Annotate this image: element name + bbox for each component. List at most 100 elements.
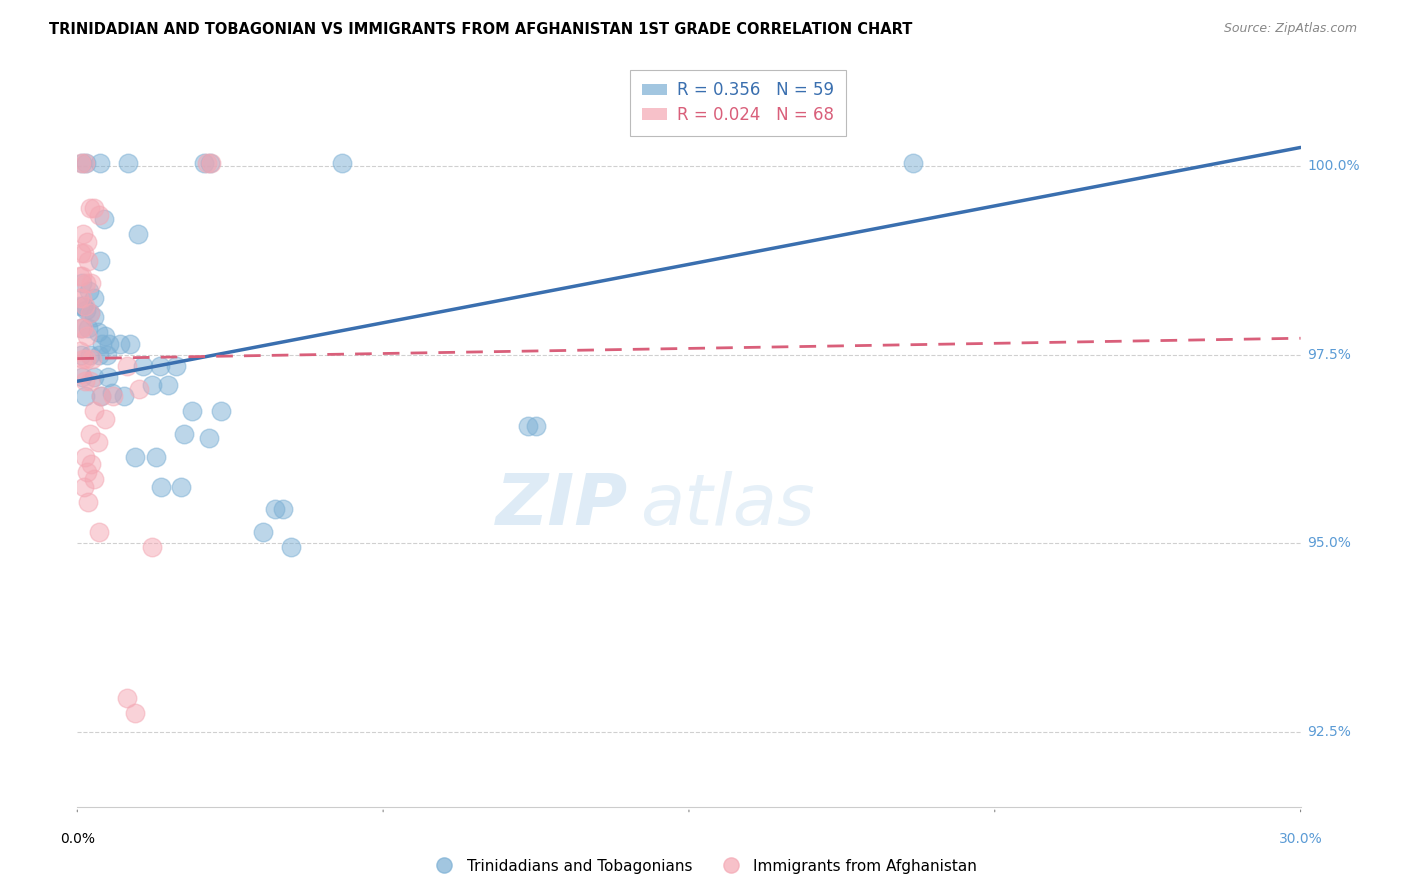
Point	[70, 321, 93, 335]
Point	[70, 155, 93, 169]
Text: 100.0%: 100.0%	[1308, 160, 1360, 173]
Text: 95.0%: 95.0%	[1308, 536, 1351, 550]
Point	[115, 359, 138, 373]
Point	[77, 253, 100, 268]
Point	[118, 336, 141, 351]
Point	[76, 465, 98, 479]
Point	[73, 480, 96, 494]
Point	[75, 374, 97, 388]
Point	[332, 155, 354, 169]
Point	[90, 336, 112, 351]
Point	[173, 427, 195, 442]
Point	[96, 348, 118, 362]
Point	[87, 325, 110, 339]
Point	[90, 389, 112, 403]
Point	[112, 389, 135, 403]
Text: 0.0%: 0.0%	[60, 832, 94, 847]
Point	[89, 155, 111, 169]
Point	[141, 540, 163, 554]
Point	[79, 306, 101, 320]
Point	[87, 208, 110, 222]
Point	[280, 540, 302, 554]
Point	[101, 385, 124, 400]
Point	[97, 370, 120, 384]
Point	[132, 359, 155, 373]
Point	[79, 348, 101, 362]
Point	[69, 268, 91, 283]
Point	[156, 378, 179, 392]
Point	[115, 690, 138, 705]
Point	[128, 382, 150, 396]
Point	[209, 404, 232, 418]
Point	[70, 155, 93, 169]
Point	[90, 389, 112, 403]
Point	[76, 329, 98, 343]
Point	[83, 404, 105, 418]
Point	[79, 201, 101, 215]
Point	[77, 284, 100, 298]
Point	[149, 359, 172, 373]
Point	[75, 302, 97, 317]
Point	[252, 524, 274, 539]
Point	[903, 155, 925, 169]
Point	[82, 351, 104, 366]
Point	[93, 412, 115, 426]
Point	[75, 351, 97, 366]
Point	[83, 472, 105, 486]
Point	[73, 389, 96, 403]
Text: TRINIDADIAN AND TOBAGONIAN VS IMMIGRANTS FROM AFGHANISTAN 1ST GRADE CORRELATION : TRINIDADIAN AND TOBAGONIAN VS IMMIGRANTS…	[49, 22, 912, 37]
Point	[67, 291, 90, 305]
Point	[127, 227, 149, 242]
Point	[80, 457, 103, 471]
Point	[200, 155, 222, 169]
Point	[124, 450, 146, 464]
Legend: R = 0.356   N = 59, R = 0.024   N = 68: R = 0.356 N = 59, R = 0.024 N = 68	[630, 70, 845, 136]
Point	[170, 480, 193, 494]
Point	[98, 336, 121, 351]
Point	[83, 370, 105, 384]
Point	[195, 155, 218, 169]
Point	[72, 299, 94, 313]
Point	[76, 235, 98, 249]
Point	[73, 299, 96, 313]
Point	[69, 246, 91, 260]
Point	[271, 502, 294, 516]
Point	[197, 431, 219, 445]
Point	[101, 389, 124, 403]
Point	[181, 404, 204, 418]
Point	[124, 706, 146, 720]
Point	[117, 155, 139, 169]
Point	[72, 227, 94, 242]
Point	[70, 268, 93, 283]
Point	[75, 155, 97, 169]
Point	[77, 495, 100, 509]
Text: 92.5%: 92.5%	[1308, 725, 1351, 739]
Legend: Trinidadians and Tobagonians, Immigrants from Afghanistan: Trinidadians and Tobagonians, Immigrants…	[423, 853, 983, 880]
Point	[79, 427, 101, 442]
Point	[516, 419, 538, 434]
Point	[69, 299, 91, 313]
Point	[70, 291, 93, 305]
Point	[87, 348, 110, 362]
Point	[75, 276, 97, 290]
Point	[83, 201, 105, 215]
Point	[93, 212, 115, 227]
Point	[69, 348, 91, 362]
Point	[72, 321, 94, 335]
Point	[80, 276, 103, 290]
Point	[76, 321, 98, 335]
Point	[83, 291, 105, 305]
Point	[94, 329, 117, 343]
Point	[165, 359, 187, 373]
Point	[75, 450, 97, 464]
Point	[70, 276, 93, 290]
Text: 30.0%: 30.0%	[1278, 832, 1323, 847]
Point	[524, 419, 547, 434]
Point	[70, 370, 93, 384]
Point	[87, 524, 110, 539]
Point	[145, 450, 167, 464]
Point	[141, 378, 163, 392]
Text: atlas: atlas	[640, 471, 814, 541]
Point	[198, 155, 221, 169]
Point	[87, 434, 110, 449]
